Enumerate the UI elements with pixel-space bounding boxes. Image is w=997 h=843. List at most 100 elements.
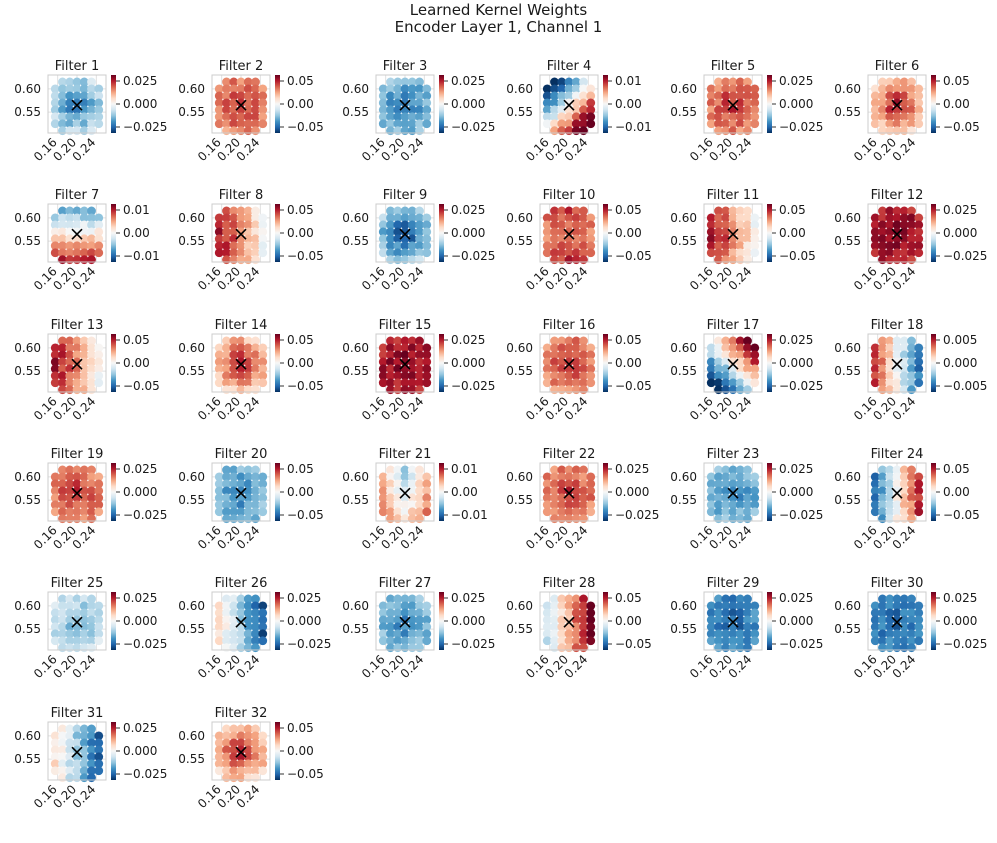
kernel-point	[236, 206, 246, 216]
kernel-point	[251, 378, 260, 388]
kernel-point	[706, 234, 716, 244]
kernel-point	[550, 241, 559, 251]
kernel-point	[251, 336, 260, 346]
kernel-point	[407, 84, 417, 94]
kernel-point	[721, 119, 731, 129]
kernel-point	[579, 364, 588, 374]
kernel-point	[214, 752, 224, 762]
y-tick-label: 0.55	[178, 364, 205, 378]
kernel-point	[251, 465, 260, 475]
kernel-point	[564, 350, 574, 360]
kernel-point	[728, 608, 738, 618]
kernel-point	[258, 622, 268, 632]
kernel-point	[72, 371, 82, 381]
kernel-point	[579, 514, 588, 524]
kernel-point	[251, 105, 260, 115]
kernel-point	[422, 608, 432, 618]
kernel-point	[878, 336, 887, 346]
kernel-point	[735, 336, 745, 346]
kernel-point	[586, 84, 596, 94]
kernel-point	[400, 213, 410, 223]
colorbar	[275, 204, 280, 262]
kernel-point	[870, 119, 880, 129]
kernel-point	[378, 493, 388, 503]
kernel-point	[58, 479, 67, 489]
filter-panel-24: Filter 240.600.550.160.200.240.050.00−0.…	[834, 447, 980, 552]
colorbar-tick-label: 0.025	[943, 591, 977, 605]
kernel-point	[58, 91, 67, 101]
kernel-point	[564, 479, 574, 489]
kernel-point	[386, 500, 395, 510]
kernel-point	[870, 98, 880, 108]
kernel-point	[222, 206, 231, 216]
kernel-point	[229, 336, 239, 346]
x-tick-label: 0.24	[234, 135, 263, 164]
colorbar-tick-label: 0.01	[123, 203, 150, 217]
kernel-point	[422, 248, 432, 258]
kernel-point	[721, 234, 731, 244]
kernel-point	[714, 493, 723, 503]
kernel-point	[378, 98, 388, 108]
figure-title: Learned Kernel Weights	[409, 1, 588, 19]
kernel-point	[728, 629, 738, 639]
kernel-point	[386, 493, 395, 503]
kernel-point	[892, 248, 902, 258]
kernel-point	[251, 126, 260, 136]
panel-title: Filter 29	[707, 576, 760, 591]
kernel-point	[557, 241, 567, 251]
kernel-point	[400, 601, 410, 611]
kernel-point	[422, 227, 432, 237]
kernel-point	[393, 601, 403, 611]
filter-panel-22: Filter 220.600.550.160.200.240.0250.000−…	[506, 447, 659, 552]
kernel-point	[72, 206, 82, 216]
kernel-point	[393, 594, 403, 604]
kernel-point	[65, 371, 75, 381]
filter-panel-30: Filter 300.600.550.160.200.240.0250.000−…	[834, 576, 987, 681]
colorbar-tick-label: 0.05	[287, 462, 314, 476]
plot-frame	[867, 591, 927, 651]
kernel-point	[735, 234, 745, 244]
kernel-point	[229, 91, 239, 101]
kernel-point	[550, 622, 559, 632]
kernel-point	[728, 350, 738, 360]
kernel-point	[892, 601, 902, 611]
kernel-point	[236, 615, 246, 625]
kernel-point	[236, 98, 246, 108]
kernel-point	[65, 248, 75, 258]
kernel-point	[579, 385, 588, 395]
kernel-point	[94, 91, 104, 101]
kernel-point	[222, 213, 231, 223]
kernel-point	[50, 479, 60, 489]
kernel-point	[735, 601, 745, 611]
kernel-point	[422, 357, 432, 367]
kernel-point	[878, 500, 887, 510]
kernel-point	[393, 479, 403, 489]
kernel-point	[393, 213, 403, 223]
kernel-point	[378, 629, 388, 639]
kernel-point	[728, 500, 738, 510]
kernel-point	[550, 248, 559, 258]
kernel-point	[550, 220, 559, 230]
y-tick-label: 0.60	[834, 82, 861, 96]
kernel-point	[229, 105, 239, 115]
kernel-point	[422, 629, 432, 639]
kernel-point	[87, 629, 96, 639]
kernel-point	[87, 241, 96, 251]
kernel-point	[728, 241, 738, 251]
plot-frame	[211, 203, 271, 263]
kernel-point	[50, 766, 60, 776]
kernel-point	[878, 378, 887, 388]
panel-title: Filter 16	[543, 318, 596, 333]
kernel-point	[550, 112, 559, 122]
kernel-point	[564, 336, 574, 346]
kernel-point	[899, 350, 909, 360]
colorbar-tick-label: 0.05	[943, 462, 970, 476]
kernel-point	[579, 507, 588, 517]
kernel-point	[400, 615, 410, 625]
colorbar-tick-label: 0.05	[779, 203, 806, 217]
kernel-point	[870, 378, 880, 388]
kernel-point	[415, 105, 424, 115]
kernel-point	[907, 227, 916, 237]
kernel-point	[236, 119, 246, 129]
kernel-point	[571, 479, 581, 489]
